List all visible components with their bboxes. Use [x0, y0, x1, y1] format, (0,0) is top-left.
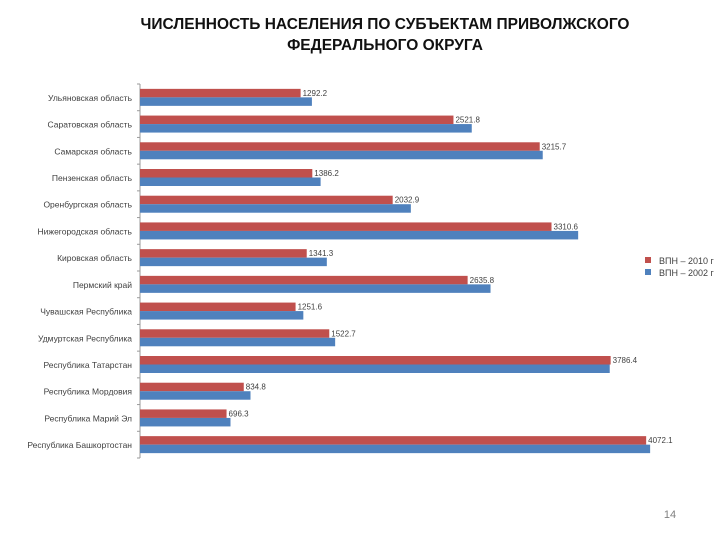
category-label: Пермский край: [73, 280, 132, 290]
category-label: Самарская область: [54, 146, 132, 156]
chart-title: ЧИСЛЕННОСТЬ НАСЕЛЕНИЯ ПО СУБЪЕКТАМ ПРИВО…: [60, 14, 710, 56]
category-label: Нижегородская область: [38, 226, 133, 236]
data-label-2010: 696.3: [229, 409, 250, 418]
legend-label-2002: ВПН – 2002 г: [659, 268, 714, 278]
category-label: Республика Татарстан: [44, 360, 133, 370]
bar-2002: [140, 417, 231, 427]
category-label: Республика Башкортостан: [27, 440, 132, 450]
category-label: Чувашская Республика: [40, 307, 132, 317]
bar-2010: [140, 382, 244, 392]
bar-2010: [140, 409, 227, 418]
bar-2010: [140, 249, 307, 258]
bar-2002: [140, 444, 651, 454]
bar-2002: [140, 124, 472, 133]
data-label-2010: 3786.4: [613, 356, 638, 365]
data-label-2010: 1341.3: [309, 249, 334, 258]
category-label: Пензенская область: [52, 173, 133, 183]
bar-2002: [140, 364, 610, 373]
bar-2010: [140, 115, 454, 125]
category-label: Ульяновская область: [48, 93, 133, 103]
bar-2002: [140, 391, 251, 400]
chart-legend: ВПН – 2010 г ВПН – 2002 г: [645, 256, 714, 278]
bar-2002: [140, 204, 411, 213]
data-label-2010: 3215.7: [542, 142, 567, 151]
bar-2010: [140, 436, 647, 445]
bar-2010: [140, 329, 330, 338]
data-label-2010: 2521.8: [455, 116, 480, 125]
bar-2010: [140, 356, 611, 365]
chart-title-line-1: ЧИСЛЕННОСТЬ НАСЕЛЕНИЯ ПО СУБЪЕКТАМ ПРИВО…: [140, 16, 630, 33]
category-label: Удмуртская Республика: [38, 333, 132, 343]
bar-2002: [140, 337, 336, 347]
bar-2002: [140, 311, 304, 320]
bar-2002: [140, 97, 312, 106]
bar-2002: [140, 230, 579, 240]
data-label-2010: 1522.7: [331, 329, 356, 338]
bar-2002: [140, 284, 491, 293]
bar-2010: [140, 302, 296, 312]
data-label-2010: 1251.6: [298, 303, 323, 312]
legend-label-2010: ВПН – 2010 г: [659, 256, 714, 266]
bar-2010: [140, 88, 301, 98]
bar-2010: [140, 142, 540, 151]
bar-2010: [140, 195, 393, 205]
page-number: 14: [663, 509, 677, 521]
data-label-2010: 1292.2: [303, 89, 328, 98]
category-label: Оренбургская область: [43, 200, 132, 210]
data-label-2010: 3310.6: [554, 222, 579, 231]
category-label: Кировская область: [57, 253, 132, 263]
data-label-2010: 4072.1: [648, 436, 673, 445]
chart-title-line-2: ФЕДЕРАЛЬНОГО ОКРУГА: [287, 37, 483, 54]
bar-2002: [140, 177, 321, 186]
data-label-2010: 1386.2: [314, 169, 339, 178]
category-label: Республика Мордовия: [44, 387, 133, 397]
bar-2010: [140, 222, 552, 231]
category-label: Республика Марий Эл: [44, 413, 132, 423]
legend-swatch-2010: [645, 257, 651, 263]
data-label-2010: 2635.8: [470, 276, 495, 285]
bar-2010: [140, 275, 468, 285]
data-label-2010: 834.8: [246, 383, 267, 392]
data-label-2010: 2032.9: [395, 196, 420, 205]
bar-2002: [140, 150, 543, 160]
category-label: Саратовская область: [48, 120, 133, 130]
legend-swatch-2002: [645, 269, 651, 275]
bar-2002: [140, 257, 327, 267]
bar-2010: [140, 169, 313, 178]
